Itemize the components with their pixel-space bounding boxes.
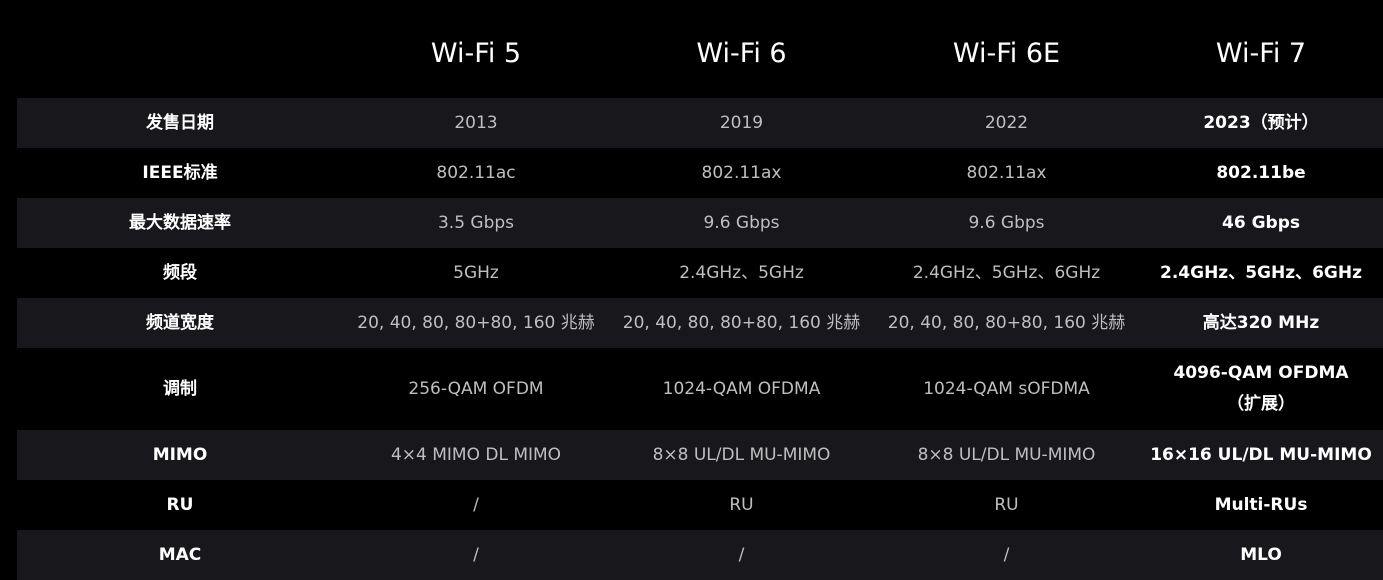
cell-wifi6: / <box>738 544 745 565</box>
header-wifi6e: Wi-Fi 6E <box>952 37 1061 69</box>
row-label: IEEE标准 <box>142 162 218 183</box>
cell-wifi5: 2013 <box>454 112 498 133</box>
table-row-mimo: MIMO 4×4 MIMO DL MIMO 8×8 UL/DL MU-MIMO … <box>17 430 1383 480</box>
cell-wifi7: 46 Gbps <box>1222 212 1300 233</box>
cell-wifi6e: / <box>1003 544 1010 565</box>
table-row-frequency-band: 频段 5GHz 2.4GHz、5GHz 2.4GHz、5GHz、6GHz 2.4… <box>17 248 1383 298</box>
table-row-modulation: 调制 256-QAM OFDM 1024-QAM OFDMA 1024-QAM … <box>17 348 1383 430</box>
cell-wifi5: 4×4 MIMO DL MIMO <box>390 444 562 465</box>
table-row-channel-width: 频道宽度 20, 40, 80, 80+80, 160 兆赫 20, 40, 8… <box>17 298 1383 348</box>
header-wifi5: Wi-Fi 5 <box>430 37 522 69</box>
cell-wifi7-line1: 4096-QAM OFDMA <box>1173 363 1349 383</box>
cell-wifi5: 256-QAM OFDM <box>408 378 544 399</box>
cell-wifi6: 1024-QAM OFDMA <box>662 378 821 399</box>
cell-wifi7: 4096-QAM OFDMA （扩展） <box>1139 358 1383 420</box>
cell-wifi5: 5GHz <box>453 262 499 283</box>
row-label: RU <box>166 494 194 515</box>
table-row-release-date: 发售日期 2013 2019 2022 2023（预计） <box>17 98 1383 148</box>
cell-wifi6e: 20, 40, 80, 80+80, 160 兆赫 <box>887 312 1126 333</box>
row-label: 频道宽度 <box>146 312 214 333</box>
cell-wifi6e: 2022 <box>984 112 1029 133</box>
cell-wifi6: RU <box>729 494 754 515</box>
header-empty-cell <box>17 45 343 53</box>
cell-wifi6: 9.6 Gbps <box>703 212 780 233</box>
table-row-ieee-standard: IEEE标准 802.11ac 802.11ax 802.11ax 802.11… <box>17 148 1383 198</box>
cell-wifi6e: 8×8 UL/DL MU-MIMO <box>917 444 1096 465</box>
cell-wifi7: 802.11be <box>1216 162 1306 183</box>
header-wifi6: Wi-Fi 6 <box>696 37 787 69</box>
row-label: MIMO <box>152 444 208 465</box>
cell-wifi6: 8×8 UL/DL MU-MIMO <box>652 444 831 465</box>
row-label: 最大数据速率 <box>129 212 231 233</box>
table-row-mac: MAC / / / MLO <box>17 530 1383 580</box>
cell-wifi6: 2.4GHz、5GHz <box>679 262 804 283</box>
cell-wifi7: MLO <box>1240 544 1282 565</box>
cell-wifi5: 20, 40, 80, 80+80, 160 兆赫 <box>357 312 595 333</box>
table-row-ru: RU / RU RU Multi-RUs <box>17 480 1383 530</box>
cell-wifi7: Multi-RUs <box>1214 494 1308 515</box>
cell-wifi6e: 802.11ax <box>966 162 1047 183</box>
row-label: 发售日期 <box>146 112 214 133</box>
row-label: 频段 <box>163 262 197 283</box>
cell-wifi7-line2: （扩展） <box>1227 394 1295 414</box>
cell-wifi6: 20, 40, 80, 80+80, 160 兆赫 <box>622 312 861 333</box>
cell-wifi7: 16×16 UL/DL MU-MIMO <box>1150 444 1372 465</box>
cell-wifi6e: RU <box>994 494 1019 515</box>
table-row-max-data-rate: 最大数据速率 3.5 Gbps 9.6 Gbps 9.6 Gbps 46 Gbp… <box>17 198 1383 248</box>
table-header-row: Wi-Fi 5 Wi-Fi 6 Wi-Fi 6E Wi-Fi 7 <box>17 0 1383 98</box>
wifi-comparison-table: Wi-Fi 5 Wi-Fi 6 Wi-Fi 6E Wi-Fi 7 发售日期 20… <box>17 0 1383 580</box>
cell-wifi5: / <box>473 494 479 515</box>
cell-wifi6e: 9.6 Gbps <box>968 212 1045 233</box>
cell-wifi7: 高达320 MHz <box>1202 312 1320 333</box>
cell-wifi6e: 2.4GHz、5GHz、6GHz <box>912 262 1101 283</box>
cell-wifi5: 802.11ac <box>436 162 516 183</box>
cell-wifi6: 2019 <box>719 112 764 133</box>
row-label: MAC <box>158 544 202 565</box>
row-label: 调制 <box>163 378 197 399</box>
cell-wifi7: 2.4GHz、5GHz、6GHz <box>1160 262 1362 283</box>
cell-wifi6e: 1024-QAM sOFDMA <box>923 378 1090 399</box>
cell-wifi5: / <box>473 544 479 565</box>
cell-wifi5: 3.5 Gbps <box>437 212 515 233</box>
cell-wifi6: 802.11ax <box>701 162 782 183</box>
header-wifi7: Wi-Fi 7 <box>1215 37 1307 69</box>
cell-wifi7: 2023（预计） <box>1203 112 1319 133</box>
